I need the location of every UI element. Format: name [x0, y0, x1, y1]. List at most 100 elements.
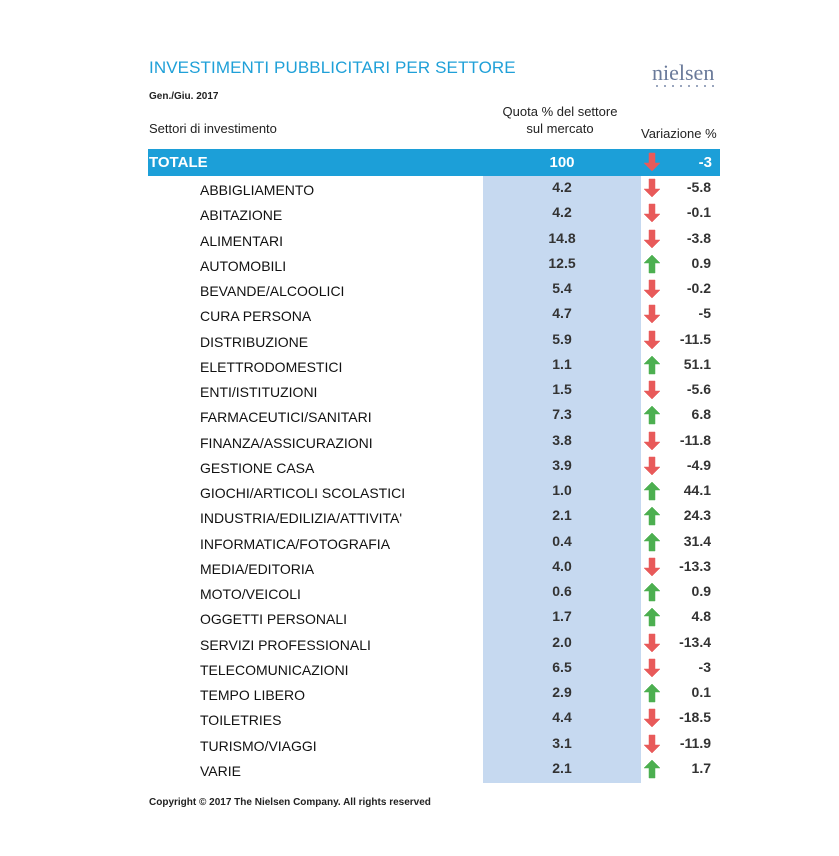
sector-label: GIOCHI/ARTICOLI SCOLASTICI [200, 485, 406, 501]
share-column-background [483, 176, 641, 783]
share-value: 5.9 [552, 330, 572, 347]
arrow-down-icon [643, 279, 661, 299]
change-value: -5.8 [686, 179, 711, 195]
table-row: MEDIA/EDITORIA 4.0 -13.3 [0, 556, 839, 581]
change-value: -11.5 [679, 330, 711, 347]
change-value: -11.9 [679, 734, 711, 751]
total-label: TOTALE [149, 154, 208, 171]
sector-label: ABITAZIONE [200, 207, 283, 224]
share-value: 1.1 [552, 355, 572, 372]
change-value: -3.8 [686, 229, 711, 246]
arrow-down-icon [643, 330, 661, 350]
sector-label: ABBIGLIAMENTO [200, 182, 315, 198]
share-value: 1.0 [552, 482, 572, 498]
arrow-down-icon [643, 734, 661, 754]
change-value: -0.2 [686, 280, 711, 296]
arrow-down-icon [643, 557, 661, 577]
table-row: TEMPO LIBERO 2.9 0.1 [0, 682, 839, 707]
share-value: 4.4 [552, 709, 572, 726]
share-value: 5.4 [552, 280, 572, 296]
sector-label: FARMACEUTICI/SANITARI [200, 409, 372, 426]
change-value: -13.3 [679, 557, 711, 574]
share-value: 6.5 [552, 658, 572, 675]
change-header: Variazione % [641, 126, 717, 141]
arrow-down-icon [643, 178, 661, 198]
copyright: Copyright © 2017 The Nielsen Company. Al… [149, 797, 431, 808]
arrow-down-icon [643, 456, 661, 476]
arrow-up-icon [643, 506, 661, 526]
table-row: ELETTRODOMESTICI 1.1 51.1 [0, 354, 839, 379]
share-value: 3.8 [552, 431, 572, 448]
table-row: MOTO/VEICOLI 0.6 0.9 [0, 581, 839, 606]
change-value: 1.7 [691, 759, 711, 776]
sector-label: INDUSTRIA/EDILIZIA/ATTIVITA' [200, 510, 403, 527]
share-value: 0.4 [552, 532, 572, 549]
share-value: 2.1 [552, 759, 572, 776]
share-value: 4.2 [552, 179, 572, 195]
change-value: -5 [698, 305, 711, 322]
share-header-line2: sul mercato [526, 121, 594, 136]
table-row: TOILETRIES 4.4 -18.5 [0, 707, 839, 732]
arrow-down-icon [643, 431, 661, 451]
total-row: TOTALE 100 -3 [148, 149, 720, 176]
change-value: 6.8 [691, 406, 711, 423]
sector-label: ALIMENTARI [200, 232, 283, 249]
logo-dots [656, 85, 716, 87]
arrow-up-icon [643, 405, 661, 425]
table-row: ENTI/ISTITUZIONI 1.5 -5.6 [0, 379, 839, 404]
sector-label: TELECOMUNICAZIONI [200, 661, 349, 678]
change-value: 31.4 [683, 532, 711, 549]
arrow-up-icon [643, 683, 661, 703]
table-row: GIOCHI/ARTICOLI SCOLASTICI 1.0 44.1 [0, 480, 839, 505]
table-row: INFORMATICA/FOTOGRAFIA 0.4 31.4 [0, 531, 839, 556]
arrow-up-icon [643, 582, 661, 602]
share-header-line1: Quota % del settore [502, 104, 618, 119]
table-row: TELECOMUNICAZIONI 6.5 -3 [0, 657, 839, 682]
change-value: 44.1 [683, 482, 711, 498]
table-row: TURISMO/VIAGGI 3.1 -11.9 [0, 733, 839, 758]
nielsen-logo: nielsen [652, 60, 715, 85]
page-title: INVESTIMENTI PUBBLICITARI PER SETTORE [149, 58, 516, 77]
sector-label: ENTI/ISTITUZIONI [200, 384, 318, 400]
change-value: 4.8 [691, 608, 711, 625]
change-value: 0.9 [691, 583, 711, 599]
change-value: -18.5 [679, 709, 711, 726]
sector-label: BEVANDE/ALCOOLICI [200, 283, 345, 299]
sector-label: ELETTRODOMESTICI [200, 358, 343, 375]
table-row: ABITAZIONE 4.2 -0.1 [0, 202, 839, 227]
table-row: ABBIGLIAMENTO 4.2 -5.8 [0, 177, 839, 202]
table-row: DISTRIBUZIONE 5.9 -11.5 [0, 329, 839, 354]
table-row: FARMACEUTICI/SANITARI 7.3 6.8 [0, 404, 839, 429]
sector-label: TEMPO LIBERO [200, 687, 306, 703]
sector-header: Settori di investimento [149, 121, 277, 136]
sector-label: OGGETTI PERSONALI [200, 611, 348, 628]
sector-label: GESTIONE CASA [200, 459, 315, 476]
sector-label: TOILETRIES [200, 712, 282, 729]
sector-label: DISTRIBUZIONE [200, 333, 309, 350]
table-row: SERVIZI PROFESSIONALI 2.0 -13.4 [0, 632, 839, 657]
change-value: 51.1 [683, 355, 711, 372]
share-value: 2.9 [552, 684, 572, 700]
sector-label: CURA PERSONA [200, 308, 312, 325]
change-value: -3 [698, 658, 711, 675]
change-value: -11.8 [679, 431, 711, 448]
table-row: AUTOMOBILI 12.5 0.9 [0, 253, 839, 278]
arrow-up-icon [643, 355, 661, 375]
table-row: GESTIONE CASA 3.9 -4.9 [0, 455, 839, 480]
table-row: CURA PERSONA 4.7 -5 [0, 303, 839, 328]
share-value: 1.7 [552, 608, 572, 625]
period-label: Gen./Giu. 2017 [149, 91, 219, 102]
share-value: 3.1 [552, 734, 572, 751]
table-row: OGGETTI PERSONALI 1.7 4.8 [0, 606, 839, 631]
change-value: -13.4 [679, 633, 711, 650]
table-row: VARIE 2.1 1.7 [0, 758, 839, 783]
share-value: 3.9 [552, 456, 572, 473]
share-value: 4.2 [552, 204, 572, 221]
sector-label: VARIE [200, 762, 241, 779]
table-row: FINANZA/ASSICURAZIONI 3.8 -11.8 [0, 430, 839, 455]
arrow-down-icon [643, 633, 661, 653]
change-value: -4.9 [686, 456, 711, 473]
sector-label: MOTO/VEICOLI [200, 586, 301, 602]
arrow-up-icon [643, 759, 661, 779]
arrow-up-icon [643, 532, 661, 552]
